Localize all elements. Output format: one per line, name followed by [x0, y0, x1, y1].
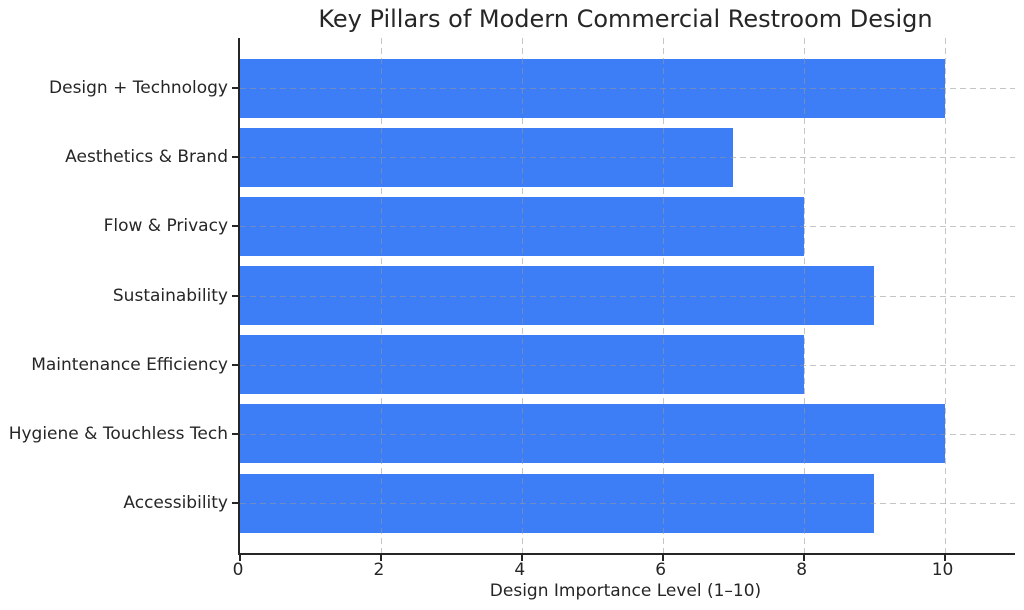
horizontal-gridlines — [240, 38, 1015, 553]
x-tick-label: 4 — [514, 560, 526, 580]
gridline-vertical — [944, 38, 946, 553]
y-tick-label: Sustainability — [112, 285, 228, 306]
gridline-vertical — [521, 38, 523, 553]
y-tick-mark — [232, 502, 238, 504]
y-tick-mark — [232, 225, 238, 228]
gridline-horizontal — [240, 503, 1015, 504]
y-axis-labels: Design + Technology Aesthetics & Brand Flo… — [0, 38, 228, 553]
gridline-horizontal — [240, 226, 1015, 228]
chart-title: Key Pillars of Modern Commercial Restroo… — [318, 5, 933, 33]
y-tick-label: Aesthetics & Brand — [65, 147, 228, 168]
x-tick-mark — [379, 555, 382, 561]
y-tick-label: Flow & Privacy — [103, 216, 228, 237]
gridline-horizontal — [240, 433, 1015, 435]
y-axis-tick-marks — [232, 38, 1015, 553]
x-tick-label: 10 — [931, 560, 954, 580]
x-tick-label: 8 — [796, 560, 808, 580]
gridline-vertical — [662, 38, 664, 553]
y-tick-mark — [232, 87, 238, 89]
x-tick-label: 2 — [373, 560, 385, 580]
x-axis-tick-labels: 0 2 4 6 8 10 — [233, 559, 1013, 581]
y-tick-mark — [232, 156, 238, 159]
x-axis-label: Design Importance Level (1–10) — [489, 581, 762, 601]
x-tick-mark — [520, 555, 523, 561]
y-tick-label: Accessibility — [123, 493, 228, 513]
y-tick-label: Hygiene & Touchless Tech — [8, 423, 228, 444]
x-tick-mark — [661, 555, 664, 561]
x-tick-label: 6 — [655, 560, 667, 580]
gridline-horizontal — [240, 295, 1015, 297]
vertical-gridlines — [240, 38, 1015, 553]
gridline-vertical — [803, 38, 805, 553]
x-tick-mark — [802, 555, 805, 561]
gridline-horizontal — [240, 157, 1015, 159]
y-tick-label: Maintenance Efficiency — [31, 354, 228, 375]
y-tick-mark — [232, 432, 238, 435]
gridline-vertical — [380, 38, 382, 553]
x-tick-mark — [943, 555, 946, 561]
y-tick-mark — [232, 363, 238, 366]
gridline-horizontal — [240, 364, 1015, 366]
y-tick-mark — [232, 294, 238, 297]
y-tick-label: Design + Technology — [49, 78, 228, 98]
plot-area — [232, 38, 1015, 561]
gridline-horizontal — [240, 88, 1015, 89]
x-tick-mark — [239, 555, 241, 561]
x-tick-label: 0 — [232, 560, 244, 580]
x-axis-tick-marks — [239, 38, 1015, 561]
